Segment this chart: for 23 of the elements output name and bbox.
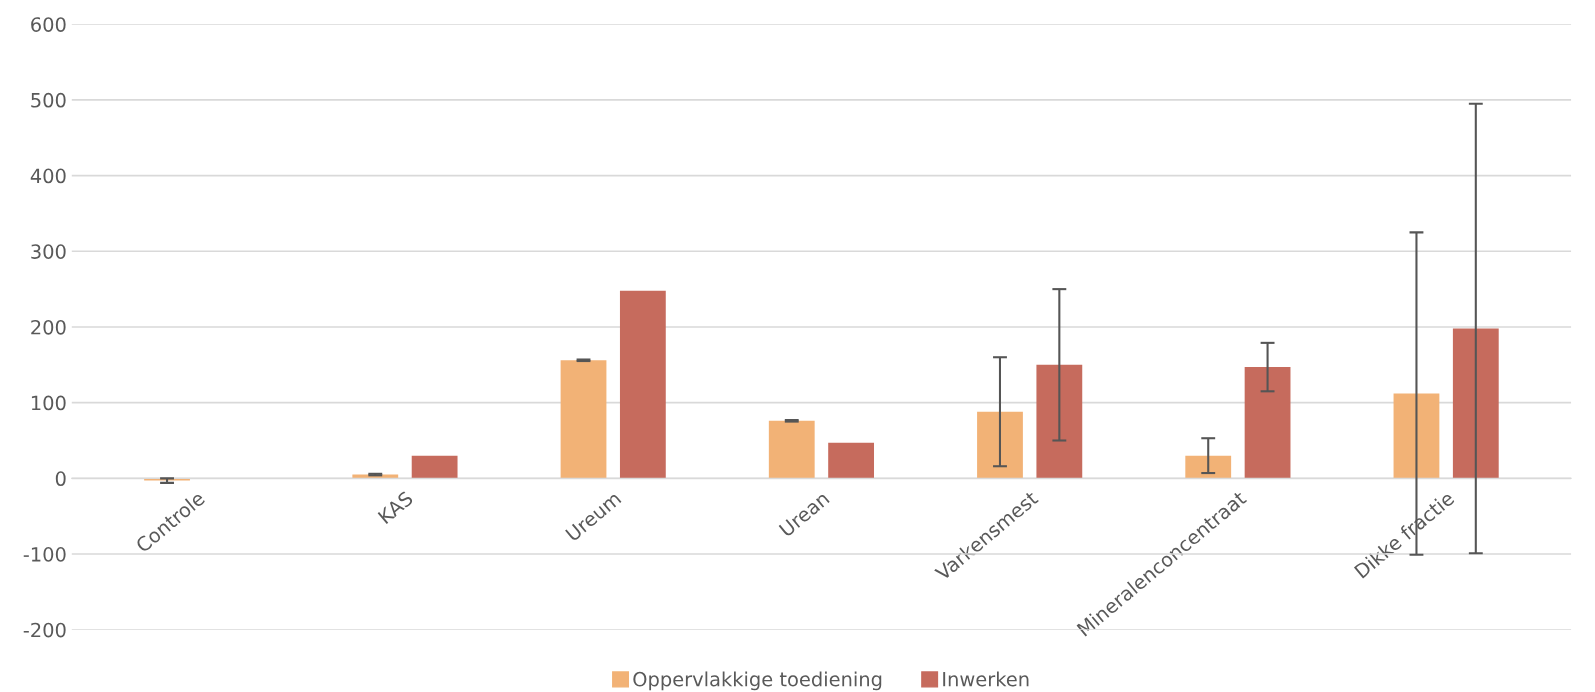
y-tick-label: -200 (23, 622, 66, 638)
bar (411, 455, 458, 479)
y-tick-label: -100 (23, 546, 66, 562)
bar (1244, 367, 1291, 479)
y-tick-label: 200 (31, 319, 66, 335)
bar (1185, 455, 1232, 479)
y-tick-label: 100 (31, 395, 66, 411)
y-tick-label: 300 (31, 244, 66, 259)
legend-label: Inwerken (943, 671, 1029, 687)
y-tick-label: 500 (31, 92, 66, 108)
y-tick-label: 600 (31, 17, 66, 32)
bar (768, 420, 815, 479)
bar (619, 290, 666, 479)
legend-label: Oppervlakkige toediening (633, 671, 882, 691)
bar (1393, 393, 1440, 479)
y-tick-label: 400 (30, 168, 66, 184)
bar (560, 360, 607, 479)
y-tick-label: 0 (55, 471, 66, 487)
bar (977, 411, 1023, 479)
bar (1452, 328, 1499, 479)
x-tick-label: KAS (377, 490, 414, 525)
bar (1036, 364, 1083, 479)
bar (828, 442, 874, 479)
